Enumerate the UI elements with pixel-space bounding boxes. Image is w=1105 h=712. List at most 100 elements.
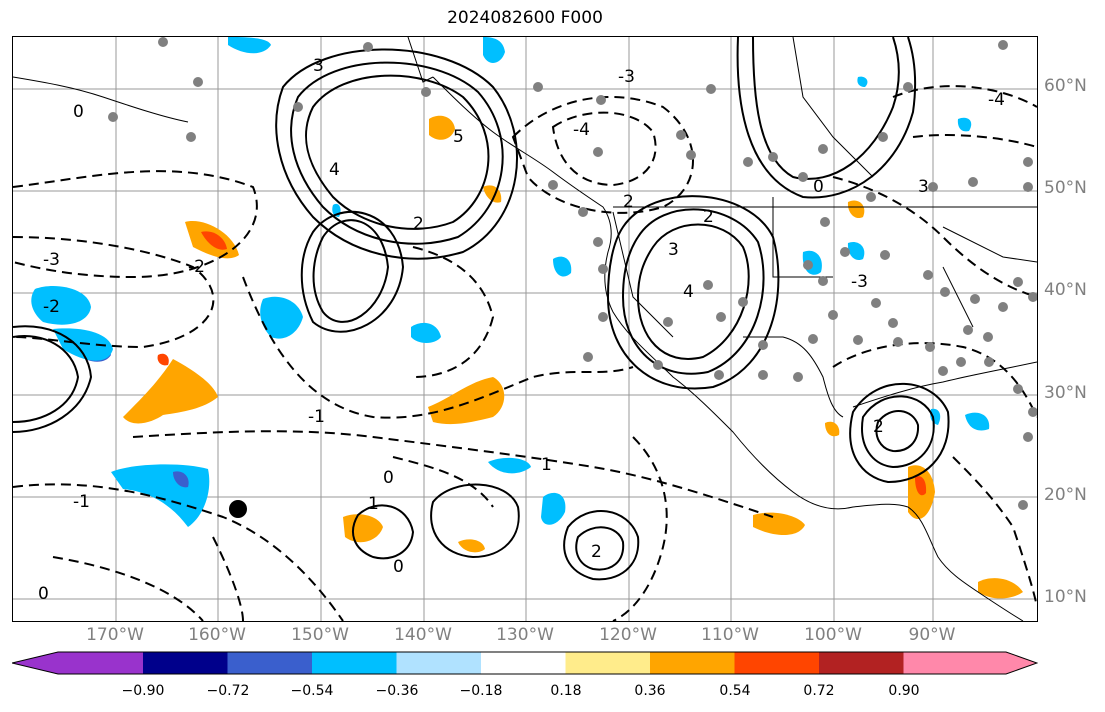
lon-label: 130°W <box>496 625 554 645</box>
lon-label: 150°W <box>291 625 349 645</box>
lat-label: 20°N <box>1044 485 1087 505</box>
patch-cyan <box>541 492 566 525</box>
contour-label: 2 <box>413 214 424 234</box>
patch-cyan <box>957 117 972 132</box>
colorbar-outline <box>12 651 1038 675</box>
contour-label: 2 <box>623 192 634 212</box>
contour-label: -1 <box>308 407 325 427</box>
contour-label: 3 <box>313 56 324 76</box>
patch-cyan <box>411 322 441 343</box>
contour-label: -2 <box>188 257 205 277</box>
patch-orange <box>429 115 455 140</box>
lon-label: 90°W <box>908 625 956 645</box>
patch-cyan <box>965 412 990 431</box>
patch-orange <box>847 200 865 219</box>
colorbar-segment <box>12 652 143 674</box>
contour-label: -1 <box>73 492 90 512</box>
colorbar-tick: 0.54 <box>719 683 751 699</box>
contour-label: 0 <box>38 584 49 604</box>
colorbar-tick: 0.90 <box>888 683 920 699</box>
colorbar-segment <box>650 652 735 674</box>
colorbar-segment <box>396 652 482 674</box>
lon-label: 100°W <box>804 625 862 645</box>
colorbar-segment <box>903 652 1037 674</box>
patch-cyan <box>857 76 868 87</box>
contour-label: 1 <box>541 455 552 475</box>
map-plot: 3 2 1 0 4 5 -3 -2 -1 -4 2 -3 4 3 2 2 -3 … <box>13 37 1037 621</box>
contour-label: 4 <box>329 160 340 180</box>
contour-label: 3 <box>668 240 679 260</box>
lon-label: 170°W <box>86 625 144 645</box>
colorbar-segment <box>565 652 651 674</box>
station-dots <box>108 37 1037 510</box>
colorbar-segment <box>312 652 397 674</box>
patch-cyan <box>228 37 271 54</box>
patch-orange <box>978 578 1023 599</box>
patch-orange <box>825 421 840 437</box>
contour-label: -3 <box>851 272 868 292</box>
contour-label: 2 <box>591 542 602 562</box>
colorbar-segment <box>734 652 820 674</box>
contour-label: -3 <box>618 67 635 87</box>
shaded-patches <box>31 37 1023 599</box>
colorbar-tick: 0.18 <box>550 683 582 699</box>
patch-cyan <box>488 457 531 474</box>
contour-labels: 3 2 1 0 4 5 -3 -2 -1 -4 2 -3 4 3 2 2 -3 … <box>38 56 1005 604</box>
contour-label: 2 <box>873 417 884 437</box>
patch-orange <box>458 539 485 553</box>
contour-label: 1 <box>368 494 379 514</box>
colorbar-tick: −0.72 <box>206 683 250 699</box>
lat-label: 40°N <box>1044 280 1087 300</box>
contour-label: 0 <box>73 102 84 122</box>
colorbar-tick: −0.36 <box>375 683 419 699</box>
gridlines <box>13 37 1037 621</box>
contour-label: 4 <box>683 282 694 302</box>
patch-cyan <box>930 408 941 425</box>
patch-cyan <box>260 296 303 339</box>
lon-label: 120°W <box>599 625 657 645</box>
contour-label: -3 <box>43 250 60 270</box>
patch-orange <box>753 512 805 535</box>
patch-blue <box>173 471 189 488</box>
patch-cyan <box>553 256 572 277</box>
patch-orange <box>428 377 505 425</box>
lat-label: 60°N <box>1044 76 1087 96</box>
patch-cyan <box>53 328 113 361</box>
patch-red <box>157 353 169 366</box>
map-title: 2024082600 F000 <box>447 8 603 28</box>
colorbar-tick: 0.36 <box>634 683 666 699</box>
colorbar-segment <box>819 652 904 674</box>
contour-label: -4 <box>988 90 1005 110</box>
patch-red <box>915 476 927 496</box>
map-panel: 3 2 1 0 4 5 -3 -2 -1 -4 2 -3 4 3 2 2 -3 … <box>12 36 1038 622</box>
contour-label: 3 <box>918 177 929 197</box>
colorbar-segment <box>143 652 228 674</box>
lat-label: 50°N <box>1044 178 1087 198</box>
patch-red <box>201 231 227 250</box>
contour-label: 0 <box>393 557 404 577</box>
lon-label: 160°W <box>188 625 246 645</box>
patch-cyan <box>31 286 91 325</box>
patch-orange <box>123 359 218 424</box>
marker-dot <box>229 500 247 518</box>
contour-label: 5 <box>453 127 464 147</box>
patch-orange <box>343 514 383 543</box>
colorbar-tick: −0.54 <box>290 683 334 699</box>
colorbar-tick: 0.72 <box>803 683 835 699</box>
colorbar-tick: −0.90 <box>121 683 165 699</box>
contour-label: 2 <box>703 207 714 227</box>
contour-label: 0 <box>813 177 824 197</box>
colorbar-tick: −0.18 <box>459 683 503 699</box>
contour-label: 0 <box>383 468 394 488</box>
lon-label: 110°W <box>701 625 759 645</box>
coastlines <box>13 37 1037 621</box>
contours <box>13 37 950 581</box>
patch-cyan <box>111 464 210 527</box>
patch-cyan <box>483 37 505 63</box>
colorbar-segment <box>481 652 566 674</box>
colorbar <box>12 651 1038 675</box>
patch-cyan <box>847 241 865 261</box>
lat-label: 30°N <box>1044 383 1087 403</box>
lat-label: 10°N <box>1044 587 1087 607</box>
contour-label: -2 <box>43 297 60 317</box>
